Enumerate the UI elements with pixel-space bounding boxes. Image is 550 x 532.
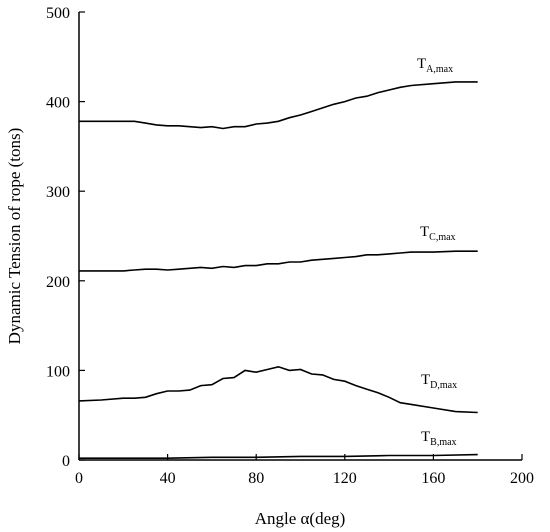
series-label-subscript: A,max bbox=[426, 64, 453, 75]
series-label-subscript: C,max bbox=[429, 232, 455, 243]
series-label: TD,max bbox=[421, 372, 457, 391]
series-line-bmax bbox=[79, 453, 478, 460]
series-label: TB,max bbox=[421, 429, 457, 448]
series-label: TC,max bbox=[420, 224, 456, 243]
series-label-main: T bbox=[421, 372, 430, 388]
ticks-layer: 0 40 80 120 160 200 0 100 200 300 400 500 bbox=[46, 5, 534, 487]
x-tick-label: 160 bbox=[421, 470, 445, 487]
series-label-main: T bbox=[417, 56, 426, 72]
x-tick-label: 0 bbox=[75, 470, 83, 487]
series-line-amax bbox=[79, 81, 478, 130]
x-tick-label: 120 bbox=[333, 470, 357, 487]
x-tick-label: 40 bbox=[160, 470, 176, 487]
y-tick-label: 0 bbox=[62, 453, 70, 470]
x-tick-label: 200 bbox=[510, 470, 534, 487]
x-tick-label: 80 bbox=[248, 470, 264, 487]
series-label-subscript: B,max bbox=[430, 437, 456, 448]
series-line-dmax bbox=[78, 365, 478, 414]
y-tick-label: 200 bbox=[46, 274, 70, 291]
y-tick-label: 500 bbox=[46, 5, 70, 22]
series-layer bbox=[78, 81, 478, 460]
series-label-main: T bbox=[420, 224, 429, 240]
series-label-main: T bbox=[421, 429, 430, 445]
y-tick-label: 300 bbox=[46, 184, 70, 201]
y-axis-title: Dynamic Tension of rope (tons) bbox=[5, 128, 24, 345]
y-tick-label: 100 bbox=[46, 363, 70, 380]
series-label-subscript: D,max bbox=[430, 380, 457, 391]
x-axis-title: Angle α(deg) bbox=[255, 509, 346, 528]
series-label: TA,max bbox=[417, 56, 453, 75]
y-tick-label: 400 bbox=[46, 95, 70, 112]
series-line-cmax bbox=[79, 250, 478, 272]
